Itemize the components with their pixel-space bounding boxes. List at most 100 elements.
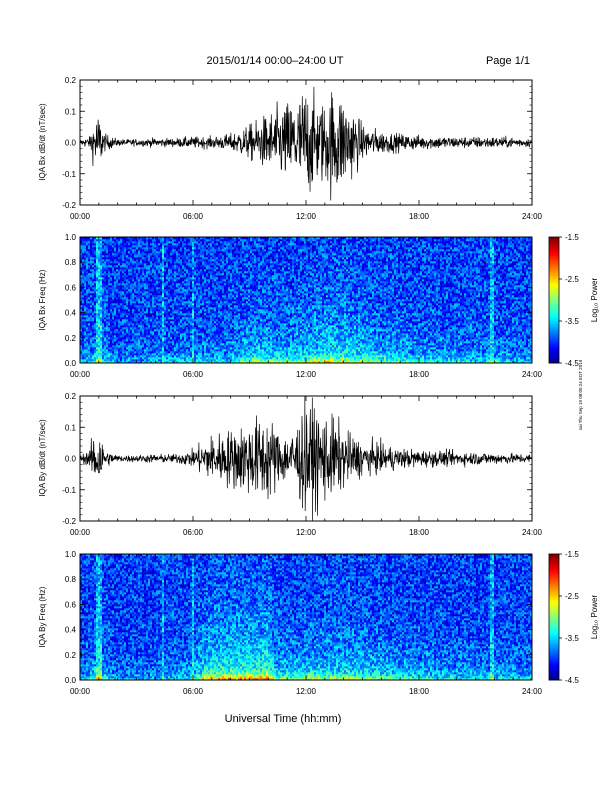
spectrogram-cell [170, 281, 173, 284]
spectrogram-cell [132, 309, 135, 312]
spectrogram-cell [84, 245, 87, 248]
spectrogram-cell [122, 347, 125, 350]
spectrogram-cell [162, 293, 165, 296]
spectrogram-cell [102, 257, 105, 260]
spectrogram-cell [202, 329, 205, 332]
spectrogram-cell [188, 297, 191, 300]
spectrogram-cell [188, 317, 191, 320]
spectrogram-cell [120, 281, 123, 284]
spectrogram-cell [168, 273, 171, 276]
spectrogram-cell [158, 351, 161, 354]
spectrogram-cell [172, 291, 175, 294]
spectrogram-cell [202, 321, 205, 324]
spectrogram-cell [184, 307, 187, 310]
spectrogram-cell [224, 257, 227, 260]
spectrogram-cell [156, 263, 159, 266]
spectrogram-cell [162, 351, 165, 354]
spectrogram-cell [202, 283, 205, 286]
spectrogram-cell [124, 265, 127, 268]
spectrogram-cell [222, 289, 225, 292]
spectrogram-cell [212, 249, 215, 252]
spectrogram-cell [136, 261, 139, 264]
spectrogram-cell [108, 239, 111, 242]
spectrogram-cell [130, 269, 133, 272]
spectrogram-cell [158, 315, 161, 318]
spectrogram-cell [134, 341, 137, 344]
spectrogram-cell [122, 359, 125, 362]
spectrogram-cell [96, 315, 99, 318]
spectrogram-cell [142, 243, 145, 246]
spectrogram-cell [164, 249, 167, 252]
spectrogram-cell [178, 315, 181, 318]
spectrogram-cell [112, 349, 115, 352]
spectrogram-cell [106, 329, 109, 332]
spectrogram-cell [188, 305, 191, 308]
spectrogram-cell [114, 329, 117, 332]
spectrogram-cell [178, 331, 181, 334]
spectrogram-cell [164, 349, 167, 352]
spectrogram-cell [158, 347, 161, 350]
spectrogram-cell [84, 343, 87, 346]
spectrogram-cell [198, 309, 201, 312]
spectrogram-cell [156, 257, 159, 260]
spectrogram-cell [218, 271, 221, 274]
spectrogram-cell [120, 329, 123, 332]
spectrogram-cell [188, 309, 191, 312]
spectrogram-cell [176, 267, 179, 270]
spectrogram-cell [156, 291, 159, 294]
spectrogram-cell [162, 255, 165, 258]
spectrogram-cell [102, 355, 105, 358]
spectrogram-cell [200, 339, 203, 342]
spectrogram-cell [226, 273, 229, 276]
spectrogram-cell [204, 257, 207, 260]
spectrogram-cell [184, 339, 187, 342]
bx-spectrogram-panel: 00:00 06:00 12:00 18:00 24:000.00.20.40.60.8… [38, 233, 599, 379]
spectrogram-cell [152, 277, 155, 280]
spectrogram-cell [100, 345, 103, 348]
spectrogram-cell [212, 337, 215, 340]
spectrogram-cell [132, 353, 135, 356]
spectrogram-cell [154, 281, 157, 284]
spectrogram-cell [152, 325, 155, 328]
spectrogram-cell [198, 285, 201, 288]
spectrogram-cell [180, 267, 183, 270]
spectrogram-cell [132, 351, 135, 354]
spectrogram-cell [176, 257, 179, 260]
spectrogram-cell [210, 343, 213, 346]
spectrogram-cell [228, 251, 231, 254]
spectrogram-cell [214, 329, 217, 332]
spectrogram-cell [170, 317, 173, 320]
spectrogram-cell [140, 251, 143, 254]
spectrogram-cell [214, 297, 217, 300]
spectrogram-cell [182, 343, 185, 346]
spectrogram-cell [158, 349, 161, 352]
spectrogram-cell [138, 253, 141, 256]
spectrogram-cell [206, 333, 209, 336]
spectrogram-cell [124, 257, 127, 260]
spectrogram-cell [174, 319, 177, 322]
spectrogram-cell [136, 271, 139, 274]
spectrogram-cell [226, 359, 229, 362]
spectrogram-cell [226, 239, 229, 242]
spectrogram-cell [96, 311, 99, 314]
spectrogram-cell [232, 285, 235, 288]
spectrogram-cell [218, 295, 221, 298]
spectrogram-cell [186, 335, 189, 338]
spectrogram-cell [146, 321, 149, 324]
spectrogram-cell [94, 237, 97, 240]
spectrogram-cell [126, 281, 129, 284]
spectrogram-cell [204, 349, 207, 352]
spectrogram-cell [122, 253, 125, 256]
spectrogram-cell [116, 347, 119, 350]
spectrogram-cell [234, 323, 237, 326]
spectrogram-cell [178, 289, 181, 292]
spectrogram-cell [162, 299, 165, 302]
spectrogram-cell [164, 343, 167, 346]
spectrogram-cell [212, 257, 215, 260]
spectrogram-cell [170, 241, 173, 244]
spectrogram-cell [86, 353, 89, 356]
spectrogram-cell [212, 321, 215, 324]
spectrogram-cell [124, 361, 127, 364]
spectrogram-cell [114, 249, 117, 252]
spectrogram-cell [86, 257, 89, 260]
